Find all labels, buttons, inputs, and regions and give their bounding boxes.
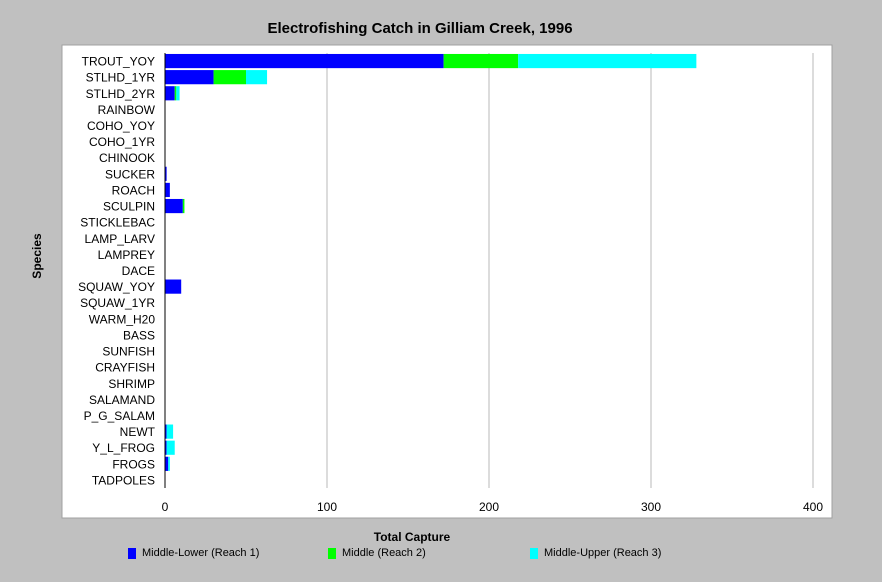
x-tick-label: 300 bbox=[641, 500, 661, 514]
y-tick-label: CRAYFISH bbox=[95, 361, 155, 375]
y-tick-label: SUCKER bbox=[105, 167, 155, 181]
x-tick-label: 100 bbox=[317, 500, 337, 514]
y-tick-label: SCULPIN bbox=[103, 200, 155, 214]
y-tick-label: TADPOLES bbox=[92, 473, 155, 487]
legend-item-reach-3: Middle-Upper (Reach 3) bbox=[530, 547, 661, 559]
bar-segment bbox=[246, 70, 268, 85]
y-tick-label: LAMP_LARV bbox=[85, 232, 155, 246]
plot-panel bbox=[61, 44, 833, 519]
bar-segment bbox=[213, 70, 246, 85]
bar-segment bbox=[168, 456, 170, 471]
legend-label-reach-2: Middle (Reach 2) bbox=[342, 547, 426, 559]
bar-segment bbox=[165, 440, 167, 455]
y-tick-label: SQUAW_1YR bbox=[80, 296, 155, 310]
y-tick-label: DACE bbox=[122, 264, 155, 278]
x-tick-label: 0 bbox=[162, 500, 169, 514]
legend-label-reach-3: Middle-Upper (Reach 3) bbox=[544, 547, 662, 559]
bar-segment bbox=[176, 86, 180, 101]
y-tick-label: NEWT bbox=[120, 425, 156, 439]
bar-segment bbox=[166, 424, 174, 439]
bar-segment bbox=[182, 198, 185, 214]
y-tick-label: LAMPREY bbox=[98, 248, 155, 262]
legend-swatch-reach-2 bbox=[328, 547, 336, 559]
legend-item-reach-2: Middle (Reach 2) bbox=[328, 547, 426, 559]
y-tick-label: STICKLEBAC bbox=[80, 216, 155, 230]
bar-segment bbox=[443, 53, 519, 69]
legend-swatch-reach-3 bbox=[530, 547, 538, 559]
bar-segment bbox=[165, 424, 167, 439]
x-tick-label: 400 bbox=[803, 500, 823, 514]
bar-segment bbox=[165, 166, 167, 181]
y-tick-label: SALAMAND bbox=[89, 393, 155, 407]
y-tick-label: SQUAW_YOY bbox=[78, 280, 155, 294]
y-tick-label: FROGS bbox=[112, 457, 155, 471]
bar-segment bbox=[165, 86, 175, 101]
bar-segment bbox=[165, 456, 169, 471]
bar-segment bbox=[165, 53, 444, 69]
y-axis-label: Species bbox=[30, 233, 44, 279]
y-tick-label: BASS bbox=[123, 328, 155, 342]
bar-segment bbox=[166, 440, 175, 455]
bar-segment bbox=[518, 53, 697, 69]
y-tick-label: STLHD_2YR bbox=[86, 87, 156, 101]
legend-swatch-reach-1 bbox=[128, 547, 136, 559]
y-tick-label: P_G_SALAM bbox=[84, 409, 155, 423]
x-tick-label: 200 bbox=[479, 500, 499, 514]
y-tick-label: STLHD_1YR bbox=[86, 71, 156, 85]
x-axis-label: Total Capture bbox=[374, 530, 451, 544]
y-tick-label: COHO_1YR bbox=[89, 135, 155, 149]
y-tick-label: ROACH bbox=[112, 183, 155, 197]
x-tick-labels: 0 100 200 300 400 bbox=[162, 500, 824, 514]
y-tick-label: Y_L_FROG bbox=[92, 441, 155, 455]
bar-segment bbox=[174, 86, 177, 101]
y-tick-label: SUNFISH bbox=[102, 345, 155, 359]
grid-layer bbox=[326, 53, 814, 488]
legend-item-reach-1: Middle-Lower (Reach 1) bbox=[128, 547, 259, 559]
y-tick-label: COHO_YOY bbox=[87, 119, 155, 133]
bar-segment bbox=[165, 182, 170, 198]
bars-layer bbox=[165, 53, 697, 471]
y-tick-label: TROUT_YOY bbox=[82, 55, 155, 69]
y-tick-label: SHRIMP bbox=[108, 377, 155, 391]
bar-segment bbox=[165, 70, 214, 85]
y-tick-label: RAINBOW bbox=[98, 103, 156, 117]
chart-title: Electrofishing Catch in Gilliam Creek, 1… bbox=[267, 20, 572, 37]
bar-segment bbox=[165, 279, 182, 294]
y-tick-labels: TROUT_YOY STLHD_1YR STLHD_2YR RAINBOW COHO_Y… bbox=[78, 55, 156, 488]
y-tick-label: CHINOOK bbox=[99, 151, 155, 165]
legend-label-reach-1: Middle-Lower (Reach 1) bbox=[142, 547, 260, 559]
bar-segment bbox=[165, 198, 183, 214]
y-tick-label: WARM_H20 bbox=[89, 312, 156, 326]
